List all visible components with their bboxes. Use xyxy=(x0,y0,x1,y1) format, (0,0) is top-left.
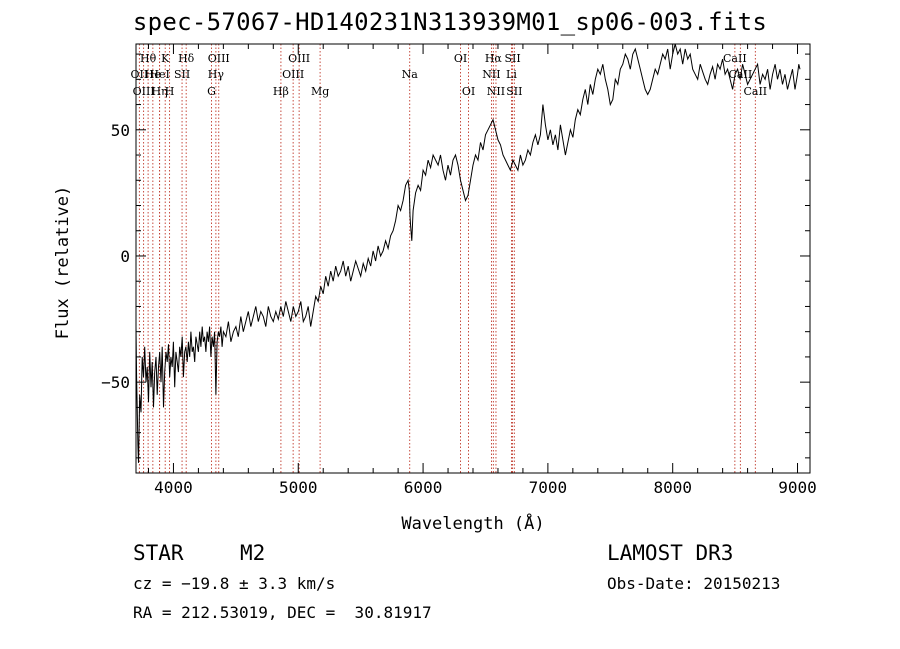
line-label: CaII xyxy=(743,85,767,98)
line-label: Na xyxy=(402,68,419,81)
line-label: K xyxy=(161,52,170,65)
line-label: HeI xyxy=(149,68,169,81)
spectrum-series xyxy=(135,43,801,463)
line-label: OIII xyxy=(133,85,155,98)
line-label: OI xyxy=(462,85,475,98)
coordinates: RA = 212.53019, DEC = 30.81917 xyxy=(133,603,432,622)
chart-title: spec-57067-HD140231N313939M01_sp06-003.f… xyxy=(132,8,768,36)
line-label: SII xyxy=(504,52,520,65)
line-label: Mg xyxy=(311,85,329,98)
object-subclass: M2 xyxy=(240,541,266,565)
x-axis-label: Wavelength (Å) xyxy=(401,512,544,534)
x-tick-label: 8000 xyxy=(653,478,692,497)
line-label: Hθ xyxy=(140,52,157,65)
x-tick-label: 7000 xyxy=(529,478,568,497)
plot-frame xyxy=(135,43,811,474)
line-label: He xyxy=(145,68,161,81)
line-label: OIII xyxy=(208,52,230,65)
obs-date: Obs-Date: 20150213 xyxy=(607,574,781,593)
y-tick-label: 0 xyxy=(120,247,130,266)
x-tick-label: 4000 xyxy=(154,478,193,497)
x-tick-label: 5000 xyxy=(279,478,318,497)
line-label: Hδ xyxy=(178,52,195,65)
line-label: SII xyxy=(506,85,522,98)
y-tick-label: −50 xyxy=(101,373,130,392)
line-label: OII xyxy=(131,68,149,81)
redshift-readout: cz = −19.8 ± 3.3 km/s xyxy=(133,574,336,593)
y-tick-label: 50 xyxy=(111,121,130,140)
line-label: NII xyxy=(482,68,500,81)
line-label: H xyxy=(165,85,175,98)
line-label: CaII xyxy=(723,52,747,65)
object-class: STAR xyxy=(133,541,184,565)
line-label: Li xyxy=(506,68,517,81)
line-label: NII xyxy=(487,85,505,98)
line-label: OIII xyxy=(282,68,304,81)
x-tick-label: 9000 xyxy=(778,478,817,497)
line-label: OIII xyxy=(288,52,310,65)
line-label: SII xyxy=(174,68,190,81)
line-label: Hγ xyxy=(208,68,225,81)
line-label: G xyxy=(207,85,216,98)
spectral-line-labels: Hθ OII OIII He Hη K HeI H SII Hδ OIII Hγ G Hβ OIII OIII… xyxy=(131,52,768,98)
line-label: Hη xyxy=(151,85,167,98)
axis-ticks: 4000 5000 6000 7000 8000 9000 −50 0 50 xyxy=(101,44,817,497)
line-label: Hα xyxy=(485,52,503,65)
y-axis-label: Flux (relative) xyxy=(53,186,73,340)
survey-name: LAMOST DR3 xyxy=(607,541,734,565)
spectral-line-markers xyxy=(138,44,756,473)
line-label: OI xyxy=(454,52,467,65)
line-label: Hβ xyxy=(273,85,289,98)
x-tick-label: 6000 xyxy=(404,478,443,497)
